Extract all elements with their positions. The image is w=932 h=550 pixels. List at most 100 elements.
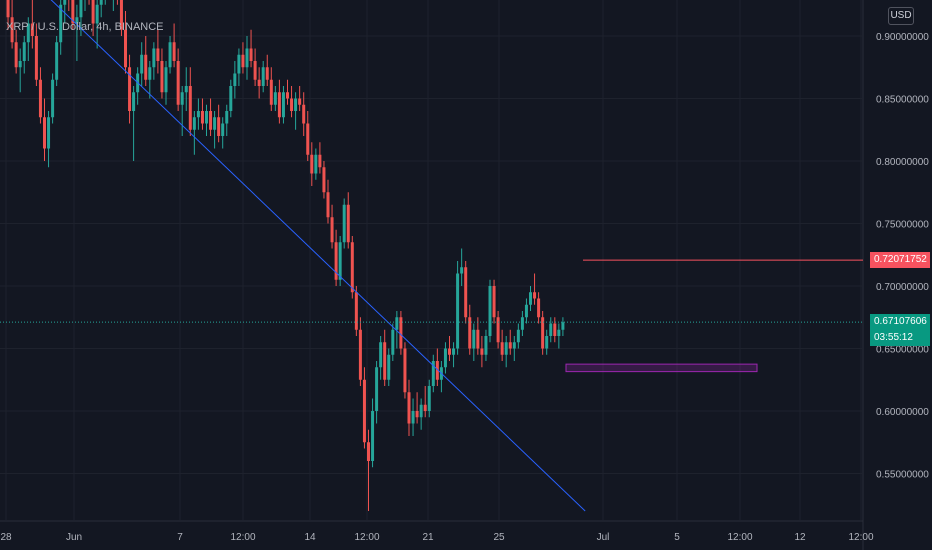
candle-body (431, 361, 435, 386)
x-tick-label: 12:00 (848, 532, 873, 543)
candle-body (172, 42, 176, 61)
candle-body (403, 348, 407, 393)
y-tick-label: 0.65000000 (876, 345, 929, 356)
candle-body (468, 317, 472, 349)
candle-body (350, 242, 354, 293)
candle-body (14, 42, 18, 68)
candle-body (500, 342, 504, 355)
descending-trendline (50, 0, 586, 512)
candle-body (38, 79, 42, 118)
candle-body (541, 317, 545, 349)
candle-body (290, 98, 294, 111)
candle-body (269, 79, 273, 105)
last-price-value: 0.67107606 (874, 316, 927, 327)
candle-body (492, 286, 496, 318)
candle-body (488, 286, 492, 336)
candle-body (306, 123, 310, 155)
candle-body (286, 92, 289, 99)
candle-body (520, 317, 524, 330)
candle-body (533, 292, 537, 299)
candle-body (233, 73, 237, 86)
candle-body (99, 0, 103, 5)
candle-body (322, 167, 326, 193)
x-tick-label: Jul (597, 532, 610, 543)
candle-body (273, 92, 277, 105)
candle-body (128, 67, 132, 111)
x-tick-label: 21 (422, 532, 434, 543)
candle-body (362, 379, 366, 443)
candle-body (553, 323, 557, 336)
candle-body (156, 48, 160, 61)
candle-body (148, 67, 152, 80)
candle-body (342, 204, 346, 243)
candle-body (152, 48, 156, 68)
x-tick-label: 14 (304, 532, 316, 543)
candle-body (294, 98, 298, 111)
candle-body (160, 61, 164, 93)
y-tick-label: 0.55000000 (876, 470, 929, 481)
candle-body (71, 0, 75, 24)
candle-body (26, 23, 30, 43)
last-price-label: 0.67107606 03:55:12 (870, 314, 930, 346)
candle-body (399, 317, 403, 349)
y-tick-label: 0.75000000 (876, 220, 929, 231)
candle-body (407, 392, 411, 424)
candle-body (59, 4, 63, 43)
y-tick-label: 0.60000000 (876, 407, 929, 418)
candle-body (549, 323, 553, 336)
candle-body (217, 117, 221, 136)
x-tick-label: 12:00 (727, 532, 752, 543)
candle-body (480, 348, 484, 355)
candle-body (423, 404, 427, 411)
y-tick-label: 0.70000000 (876, 282, 929, 293)
candle-body (443, 348, 447, 368)
candle-body (265, 67, 269, 80)
candle-body (338, 242, 342, 280)
candle-body (452, 348, 456, 355)
candle-body (209, 111, 213, 130)
candle-body (411, 411, 415, 424)
candle-body (435, 361, 439, 380)
candle-body (241, 54, 245, 68)
candle-body (249, 48, 253, 61)
candle-body (367, 442, 370, 461)
candle-body (184, 86, 188, 93)
candle-body (383, 342, 387, 380)
candle-body (261, 67, 265, 86)
candle-body (225, 111, 229, 124)
candle-body (464, 267, 468, 318)
candle-body (281, 92, 285, 118)
x-tick-label: Jun (66, 532, 82, 543)
candle-body (10, 17, 14, 43)
candle-body (168, 42, 172, 68)
candle-body (512, 342, 516, 349)
candle-body (75, 17, 79, 24)
candle-body (387, 354, 391, 380)
candle-body (91, 0, 95, 24)
candle-body (237, 54, 241, 74)
candle-body (326, 192, 330, 218)
candle-body (529, 292, 532, 305)
candle-body (257, 79, 261, 86)
candle-body (180, 92, 184, 105)
candle-body (188, 86, 192, 130)
candle-body (34, 36, 38, 80)
candle-body (472, 329, 476, 349)
candle-body (561, 322, 565, 330)
candle-body (298, 98, 302, 105)
candle-body (516, 329, 520, 343)
candle-body (245, 48, 249, 68)
candle-body (43, 117, 46, 149)
candle-body (51, 79, 55, 118)
candle-body (119, 0, 123, 30)
candle-body (537, 298, 541, 318)
candle-body (205, 111, 208, 124)
candle-body (176, 61, 180, 105)
candle-body (375, 367, 379, 411)
currency-button[interactable]: USD (888, 7, 914, 25)
candle-body (18, 61, 22, 68)
candle-body (524, 304, 528, 318)
candle-body (504, 342, 508, 355)
